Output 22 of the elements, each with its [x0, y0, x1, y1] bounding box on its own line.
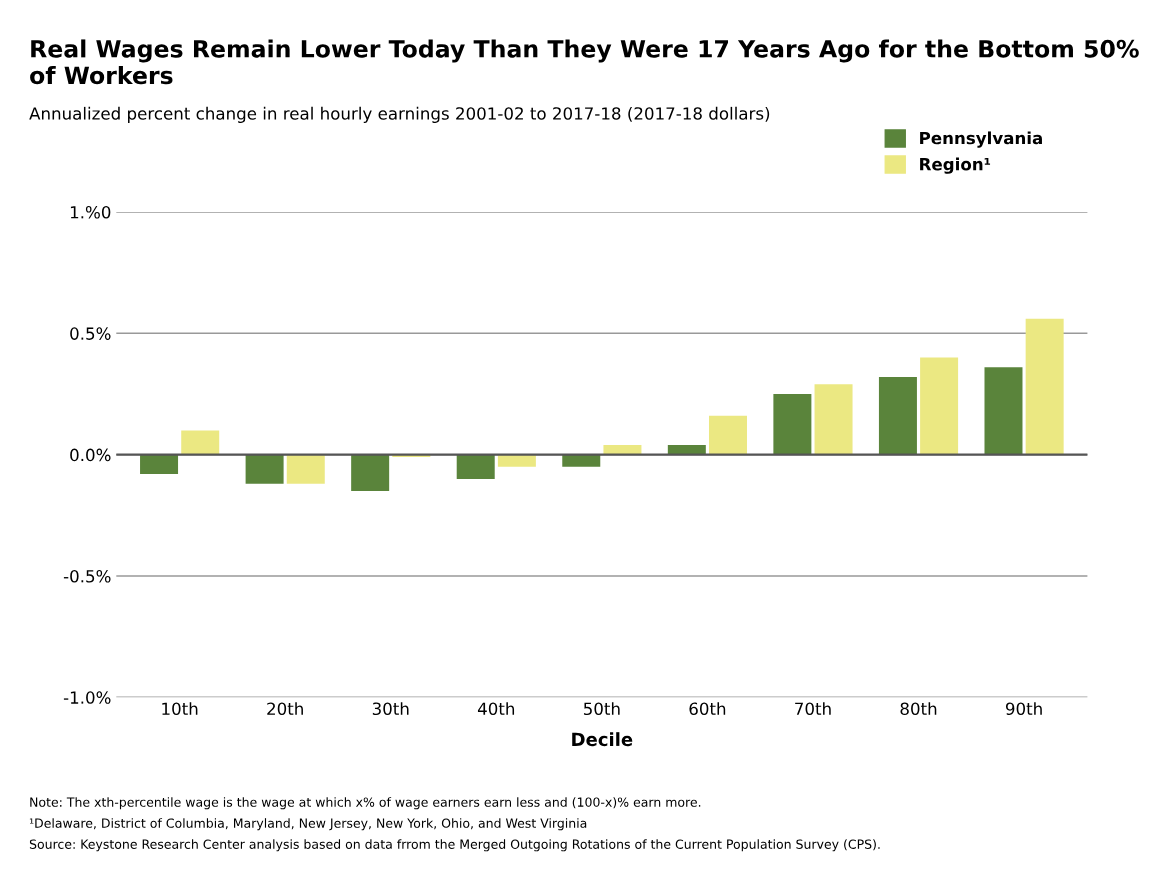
x-tick-label: 30th	[372, 702, 409, 716]
x-tick-label: 50th	[583, 702, 620, 716]
chart-title: Real Wages Remain Lower Today Than They Were 17 Years Ago for the Bottom 50% of Workers	[30, 39, 1139, 85]
y-tick-label: -0.5%	[63, 569, 111, 583]
text: Note: The xth-percentile wage is the wage at which x% of wage earners earn less and (100-x)% earn more.	[30, 797, 701, 810]
source-note: Source: Keystone Research Center analysis based on data frrom the Merged Outgoing Rotations of the Current Population Survey (CPS).	[29, 839, 880, 852]
x-tick-label: 40th	[477, 702, 515, 716]
x-tick-label: 80th	[900, 702, 937, 716]
text: ¹Delaware, District of Columbia, Maryland, New Jersey, New York, Ohio, and West Virginia	[29, 818, 587, 831]
y-tick-label: 1.%0	[70, 205, 111, 219]
x-tick-label: 90th	[1005, 702, 1042, 716]
legend-label: Region¹	[920, 157, 991, 174]
x-axis-title: Decile	[572, 732, 633, 747]
chart-subtitle: Annualized percent change in real hourly earnings 2001-02 to 2017-18 (2017-18 dollars)	[29, 106, 770, 123]
x-tick-label: 20th	[267, 702, 303, 716]
x-tick-label: 60th	[689, 702, 726, 716]
x-tick-label: 10th	[162, 702, 198, 716]
x-tick-label: 70th	[795, 702, 831, 716]
y-tick-label: 0.5%	[70, 327, 111, 340]
y-tick-label: 0.0%	[70, 448, 111, 462]
y-tick-label: -1.0%	[63, 691, 111, 704]
legend-label: Pennsylvania	[920, 131, 1042, 148]
